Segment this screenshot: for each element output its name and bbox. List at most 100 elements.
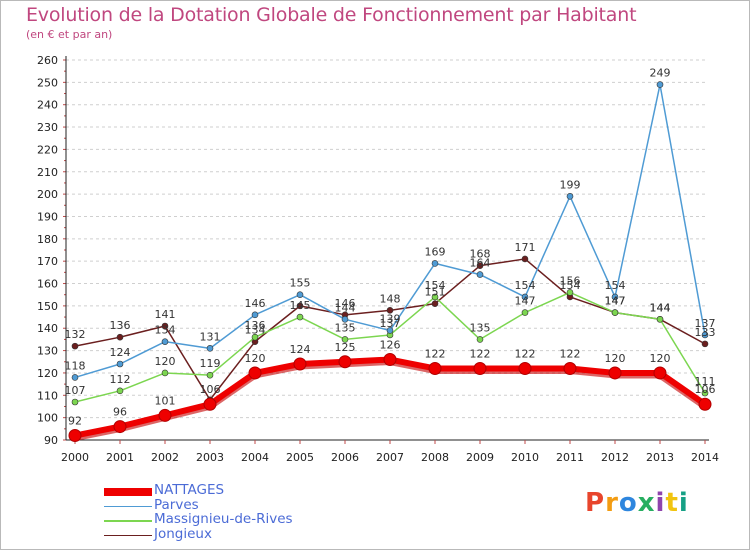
- y-tick-label: 180: [37, 233, 58, 246]
- data-label: 169: [425, 245, 446, 258]
- data-point: [701, 389, 709, 397]
- data-point: [563, 361, 577, 375]
- data-label: 120: [245, 352, 266, 365]
- x-tick-label: 2012: [601, 451, 629, 464]
- data-point: [293, 357, 307, 371]
- legend-swatch: [104, 505, 152, 508]
- chart-subtitle: (en € et par an): [26, 28, 113, 41]
- data-point: [68, 429, 82, 443]
- axes: 90 100 110 120 130 140 150 160 170 180 190 200 210 22…: [37, 54, 719, 464]
- logo-letter: x: [637, 488, 656, 518]
- data-label: 137: [695, 317, 716, 330]
- data-point: [296, 302, 304, 310]
- logo-letter: i: [655, 488, 666, 518]
- data-point: [521, 293, 529, 301]
- data-label: 144: [650, 301, 671, 314]
- data-label: 249: [650, 67, 671, 80]
- data-label: 146: [335, 297, 356, 310]
- legend-label: Parves: [154, 496, 199, 513]
- data-point: [431, 260, 439, 267]
- data-label: 122: [560, 347, 581, 360]
- data-point: [71, 398, 79, 406]
- data-label: 119: [200, 357, 221, 370]
- data-label: 96: [113, 406, 127, 419]
- data-label: 136: [110, 319, 131, 332]
- y-tick-label: 260: [37, 54, 58, 67]
- x-tick-label: 2010: [511, 451, 539, 464]
- y-tick-label: 170: [37, 255, 58, 268]
- y-tick-label: 230: [37, 121, 58, 134]
- data-label: 199: [560, 178, 581, 191]
- data-point: [161, 338, 169, 345]
- data-label: 137: [380, 317, 401, 330]
- data-point: [203, 397, 217, 411]
- data-point: [161, 369, 169, 377]
- x-tick-label: 2003: [196, 451, 224, 464]
- data-point: [566, 193, 574, 200]
- data-point: [386, 307, 394, 314]
- proxiti-logo: Proxiti: [585, 488, 689, 518]
- y-tick-label: 110: [37, 389, 58, 402]
- data-point: [611, 293, 619, 301]
- y-tick-label: 220: [37, 143, 58, 156]
- data-point: [116, 360, 124, 368]
- legend-swatch: [104, 534, 152, 537]
- y-tick-label: 210: [37, 166, 58, 179]
- data-label: 92: [68, 415, 82, 428]
- x-tick-label: 2008: [421, 451, 449, 464]
- data-label: 144: [335, 301, 356, 314]
- data-point: [611, 309, 619, 316]
- data-label: 154: [605, 279, 626, 292]
- x-tick-label: 2007: [376, 451, 404, 464]
- data-label: 120: [650, 352, 671, 365]
- chart-title: Evolution de la Dotation Globale de Fonc…: [26, 4, 637, 26]
- y-tick-label: 130: [37, 345, 58, 358]
- data-point: [116, 387, 124, 395]
- data-label: 112: [110, 373, 131, 386]
- logo-letter: o: [618, 488, 638, 518]
- data-label: 164: [470, 257, 491, 270]
- x-tick-label: 2001: [106, 451, 134, 464]
- data-point: [161, 322, 169, 330]
- data-point: [296, 313, 304, 321]
- data-point: [473, 361, 487, 375]
- legend-label: Jongieux: [154, 525, 212, 542]
- data-label: 118: [65, 359, 86, 372]
- data-point: [701, 340, 709, 348]
- data-point: [158, 408, 172, 422]
- grid-lines: [66, 59, 707, 441]
- data-label: 145: [290, 299, 311, 312]
- x-tick-label: 2002: [151, 451, 179, 464]
- data-point: [338, 355, 352, 369]
- data-point: [341, 336, 349, 343]
- data-label: 135: [470, 321, 491, 334]
- x-tick-label: 2000: [61, 451, 89, 464]
- legend-label: Massignieu-de-Rives: [154, 511, 293, 527]
- data-point: [206, 371, 214, 379]
- data-point: [518, 361, 532, 375]
- data-point: [566, 289, 574, 296]
- data-point: [656, 81, 664, 88]
- y-tick-label: 250: [37, 76, 58, 89]
- data-label: 106: [200, 383, 221, 396]
- data-point: [701, 331, 709, 339]
- data-label: 136: [245, 319, 266, 332]
- x-tick-label: 2011: [556, 451, 584, 464]
- data-point: [206, 345, 214, 352]
- data-label: 147: [515, 295, 536, 308]
- data-label: 154: [560, 279, 581, 292]
- data-label: 120: [605, 352, 626, 365]
- data-label: 132: [65, 328, 86, 341]
- data-point: [608, 366, 622, 380]
- data-point: [296, 291, 304, 299]
- data-label: 133: [695, 326, 716, 339]
- data-label: 147: [605, 295, 626, 308]
- data-label: 134: [155, 324, 176, 337]
- data-label: 122: [470, 347, 491, 360]
- y-tick-label: 90: [44, 434, 58, 447]
- x-tick-label: 2009: [466, 451, 494, 464]
- data-label: 139: [380, 312, 401, 325]
- y-tick-label: 140: [37, 322, 58, 335]
